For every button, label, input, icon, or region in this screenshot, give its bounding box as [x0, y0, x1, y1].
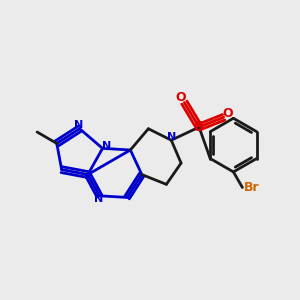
Text: N: N — [74, 121, 84, 130]
Text: O: O — [222, 107, 233, 120]
Text: S: S — [194, 120, 204, 134]
Text: N: N — [167, 132, 176, 142]
Text: N: N — [94, 194, 103, 204]
Text: N: N — [102, 141, 111, 151]
Text: Br: Br — [244, 181, 260, 194]
Text: O: O — [176, 91, 186, 104]
